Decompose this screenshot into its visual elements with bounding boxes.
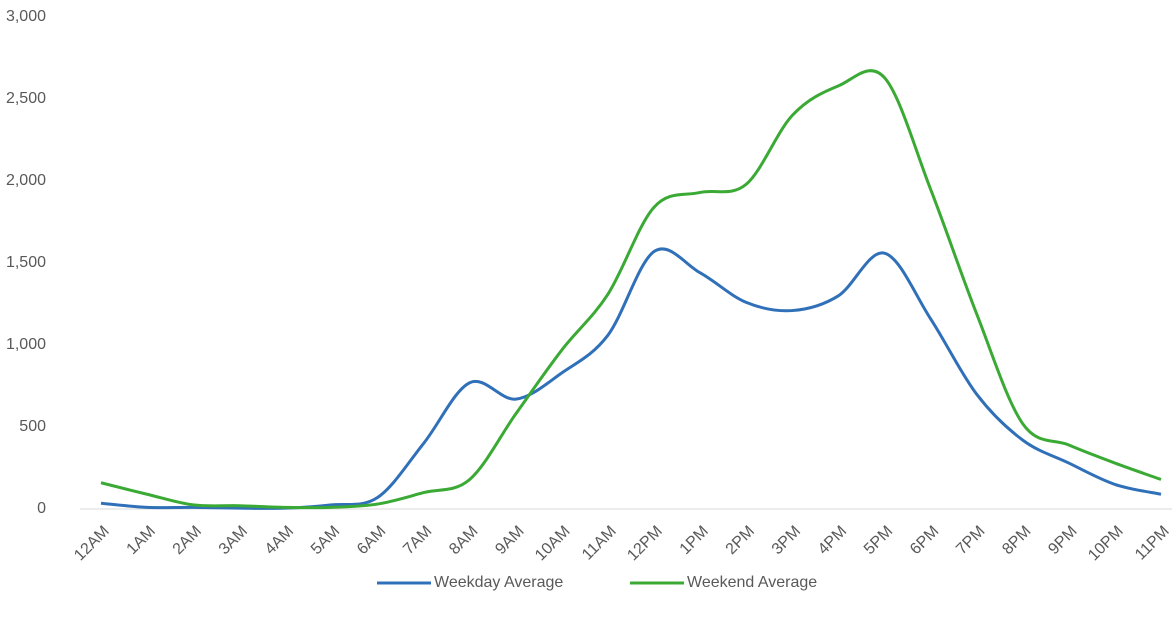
y-tick-label: 0 <box>37 500 46 517</box>
x-tick-label: 10PM <box>1085 523 1127 565</box>
y-tick-label: 500 <box>19 418 46 435</box>
x-tick-label: 9PM <box>1045 523 1080 558</box>
x-tick-label: 7PM <box>953 523 988 558</box>
x-tick-label: 4AM <box>262 523 297 558</box>
x-tick-label: 2AM <box>170 523 205 558</box>
x-tick-label: 7AM <box>400 523 435 558</box>
legend-label: Weekend Average <box>687 574 817 591</box>
x-tick-label: 4PM <box>815 523 850 558</box>
x-tick-label: 1AM <box>124 523 159 558</box>
x-tick-label: 10AM <box>532 523 574 565</box>
y-tick-label: 1,000 <box>6 336 46 353</box>
x-tick-label: 9AM <box>492 523 527 558</box>
y-tick-label: 2,500 <box>6 90 46 107</box>
x-tick-label: 8AM <box>446 523 481 558</box>
x-tick-label: 11PM <box>1132 523 1173 564</box>
x-tick-label: 3AM <box>216 523 251 558</box>
x-tick-label: 11AM <box>579 523 620 564</box>
x-tick-label: 8PM <box>999 523 1034 558</box>
x-tick-label: 5AM <box>308 523 343 558</box>
series-line <box>100 69 1162 510</box>
x-tick-label: 5PM <box>861 523 896 558</box>
x-tick-label: 12AM <box>71 523 113 565</box>
x-tick-label: 6AM <box>354 523 389 558</box>
legend-label: Weekday Average <box>434 574 563 591</box>
x-tick-label: 2PM <box>723 523 758 558</box>
x-tick-label: 6PM <box>907 523 942 558</box>
y-tick-label: 3,000 <box>6 8 46 25</box>
y-tick-label: 1,500 <box>6 254 46 271</box>
y-tick-label: 2,000 <box>6 172 46 189</box>
x-tick-label: 1PM <box>677 523 712 558</box>
x-tick-label: 12PM <box>624 523 666 565</box>
x-tick-label: 3PM <box>769 523 804 558</box>
